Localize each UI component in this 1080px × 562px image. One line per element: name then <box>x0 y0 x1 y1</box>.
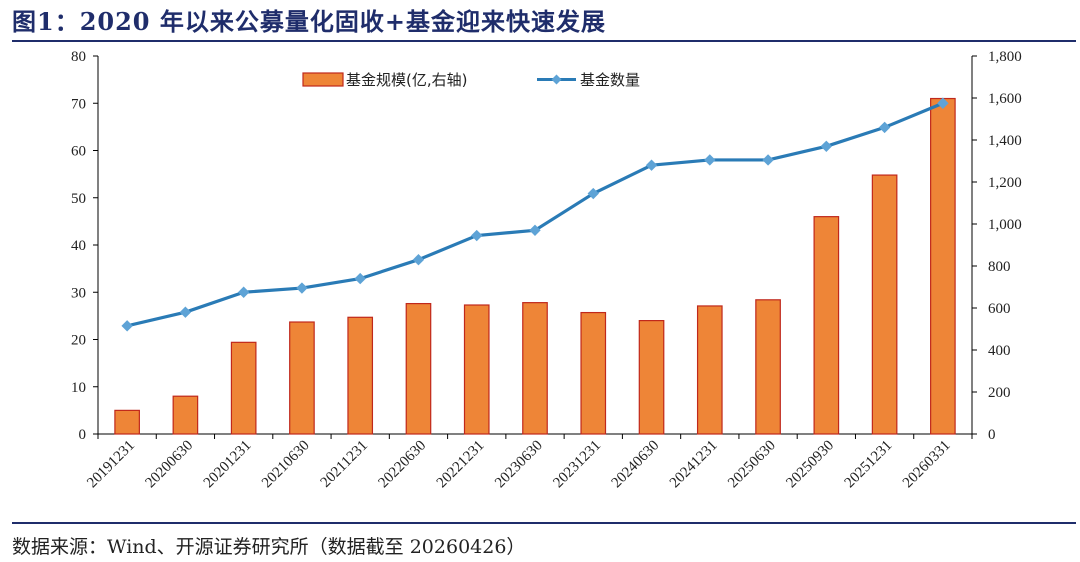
source-rule <box>12 522 1076 524</box>
left-tick-label: 80 <box>71 49 86 65</box>
legend-line-label: 基金数量 <box>580 71 640 89</box>
bar <box>696 305 723 435</box>
right-tick-label: 1,400 <box>988 133 1022 149</box>
line-point <box>704 154 716 166</box>
x-tick-label: 20240630 <box>609 438 663 492</box>
bar <box>347 316 374 435</box>
x-tick-label: 20221231 <box>434 438 488 492</box>
bar <box>930 97 956 435</box>
legend-line-marker <box>551 74 562 85</box>
line-point <box>296 282 308 294</box>
line-point <box>471 229 483 242</box>
x-tick-label: 20230630 <box>492 438 546 492</box>
x-tick-label: 20251231 <box>842 438 896 492</box>
right-tick-label: 1,200 <box>988 175 1022 191</box>
line-series <box>121 97 949 332</box>
line-point <box>878 121 891 134</box>
right-tick-label: 200 <box>988 385 1011 401</box>
x-tick-label: 20201231 <box>201 438 255 492</box>
bar <box>172 395 199 435</box>
left-tick-label: 20 <box>71 333 86 349</box>
title-rule <box>12 40 1076 42</box>
line-point <box>937 97 949 109</box>
line-point <box>529 224 541 237</box>
left-axis-ticks: 0 10 20 30 40 50 60 70 80 <box>71 49 98 443</box>
bar <box>522 302 548 435</box>
chart-legend: 基金规模(亿,右轴) 基金数量 <box>302 71 640 89</box>
bar <box>289 321 315 435</box>
x-tick-label: 20241231 <box>667 438 721 492</box>
left-tick-label: 0 <box>79 427 87 443</box>
line-point <box>179 306 192 318</box>
right-tick-label: 600 <box>988 301 1011 317</box>
x-axis-ticks: 20191231 20200630 20201231 20210630 20211231… <box>84 434 973 492</box>
chart-canvas: 0 10 20 30 40 50 60 70 80 0 200 400 600 800 1,000 1,20… <box>71 49 1022 492</box>
line-point <box>762 154 774 166</box>
bar <box>114 409 140 435</box>
bar <box>813 216 840 435</box>
legend-bar-label: 基金规模(亿,右轴) <box>346 71 467 89</box>
x-tick-label: 20210630 <box>259 438 313 492</box>
figure-title: 图1：2020 年以来公募量化固收+基金迎来快速发展 <box>12 7 606 36</box>
right-tick-label: 1,600 <box>988 91 1022 107</box>
source-note: 数据来源：Wind、开源证券研究所（数据截至 20260426） <box>12 536 526 558</box>
bar-series <box>114 97 956 435</box>
legend-bar-swatch <box>302 72 344 87</box>
line-point <box>587 187 599 200</box>
line-point <box>121 320 133 332</box>
bar <box>638 320 665 435</box>
left-tick-label: 40 <box>71 238 86 254</box>
x-tick-label: 20231231 <box>550 438 604 492</box>
right-tick-label: 0 <box>988 427 996 443</box>
right-tick-label: 1,800 <box>988 49 1022 65</box>
left-tick-label: 50 <box>71 191 86 207</box>
x-tick-label: 20250630 <box>725 438 779 492</box>
bar <box>463 304 490 435</box>
right-tick-label: 1,000 <box>988 217 1022 233</box>
left-tick-label: 60 <box>71 144 86 160</box>
right-axis-ticks: 0 200 400 600 800 1,000 1,200 1,400 1,600 1,800 <box>972 49 1022 443</box>
bar <box>580 311 607 435</box>
left-tick-label: 70 <box>71 96 86 112</box>
x-tick-label: 20220630 <box>376 438 430 492</box>
line-point <box>354 272 366 285</box>
line-point <box>645 159 658 171</box>
bar <box>230 341 257 435</box>
x-tick-label: 20250930 <box>783 438 837 492</box>
bar <box>405 302 432 435</box>
left-tick-label: 30 <box>71 285 86 301</box>
right-tick-label: 400 <box>988 343 1011 359</box>
x-tick-label: 20200630 <box>142 438 196 492</box>
x-tick-label: 20191231 <box>84 438 138 492</box>
x-tick-label: 20211231 <box>318 438 371 491</box>
right-tick-label: 800 <box>988 259 1011 275</box>
line-point <box>820 140 833 153</box>
x-tick-label: 20260331 <box>900 438 954 492</box>
left-tick-label: 10 <box>71 380 86 396</box>
line-point <box>412 253 425 266</box>
bar <box>871 174 898 435</box>
line-point <box>237 286 250 298</box>
bar <box>755 299 781 435</box>
